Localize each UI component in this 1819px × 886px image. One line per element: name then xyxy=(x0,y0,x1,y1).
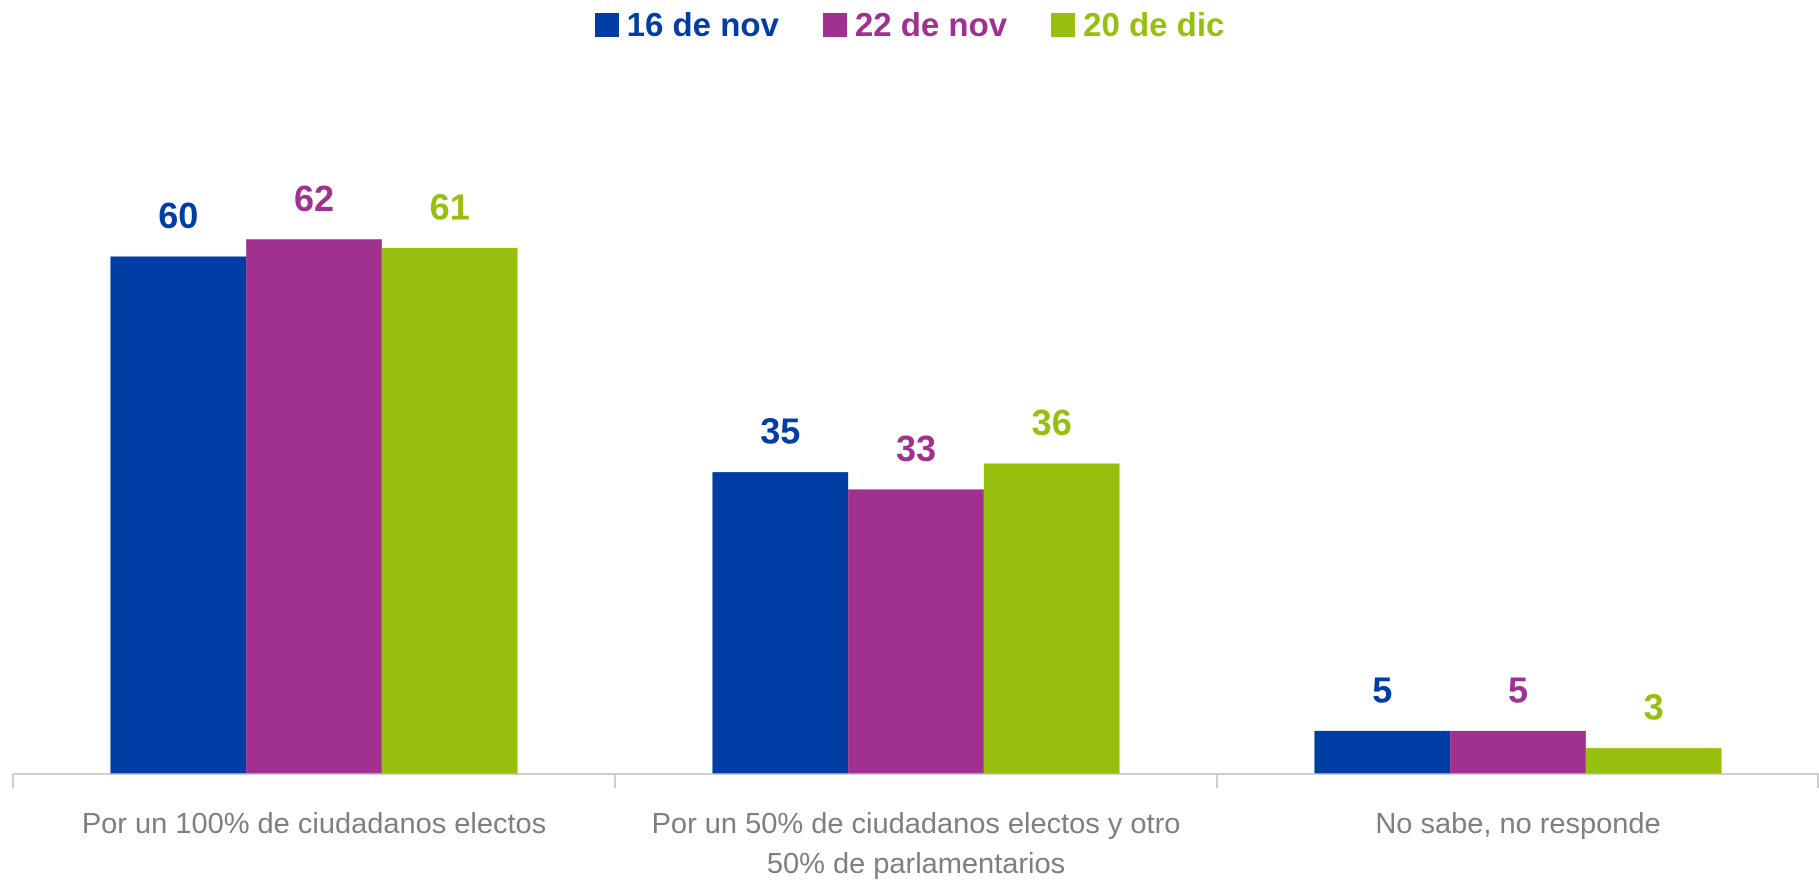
value-label: 5 xyxy=(1508,669,1528,710)
legend-label: 22 de nov xyxy=(854,6,1008,43)
bar xyxy=(848,489,984,774)
legend-swatch xyxy=(1051,13,1076,37)
bar xyxy=(983,463,1120,774)
value-label: 62 xyxy=(294,178,334,219)
legend-item: 20 de dic xyxy=(1051,6,1224,44)
value-label: 5 xyxy=(1372,669,1392,710)
value-label: 61 xyxy=(430,186,470,227)
legend-item: 16 de nov xyxy=(594,6,779,44)
legend-label: 16 de nov xyxy=(626,6,779,43)
value-label: 60 xyxy=(158,195,198,236)
legend-item: 22 de nov xyxy=(822,6,1008,44)
bar xyxy=(1450,730,1586,774)
bar xyxy=(1314,730,1451,774)
legend-label: 20 de dic xyxy=(1083,6,1225,43)
x-tick-label: Por un 100% de ciudadanos electos xyxy=(81,808,547,840)
value-label: 33 xyxy=(896,428,936,469)
x-tick-label: No sabe, no responde xyxy=(1375,808,1661,840)
legend: 16 de nov 22 de nov 20 de dic xyxy=(0,0,1819,50)
bar xyxy=(712,472,849,774)
bar xyxy=(110,256,247,774)
legend-swatch xyxy=(822,13,847,37)
bar xyxy=(1585,748,1722,774)
value-label: 36 xyxy=(1032,402,1072,443)
x-tick-label: Por un 50% de ciudadanos electos y otro … xyxy=(651,808,1181,880)
value-label: 3 xyxy=(1644,687,1664,728)
value-label: 35 xyxy=(760,411,800,452)
bar xyxy=(246,239,382,774)
bar xyxy=(381,247,518,774)
legend-swatch xyxy=(594,13,619,37)
